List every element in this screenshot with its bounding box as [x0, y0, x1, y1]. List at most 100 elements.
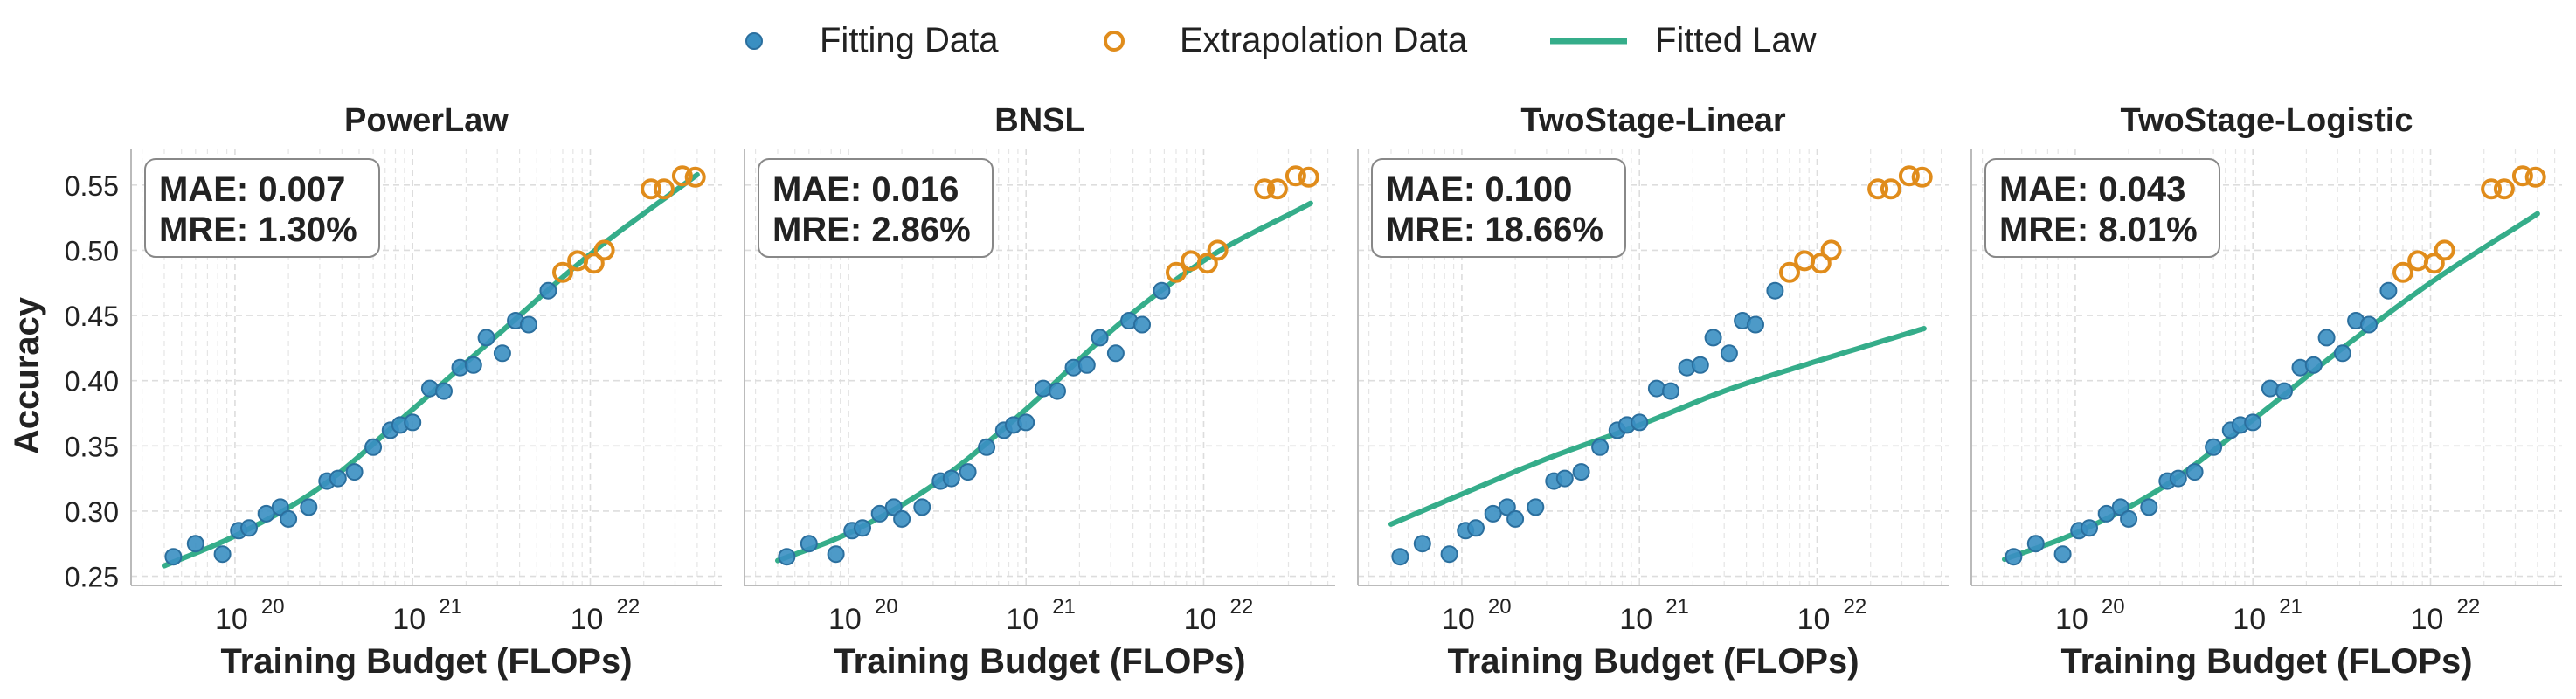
- fitting-point: [1153, 281, 1171, 300]
- fitting-point: [2053, 545, 2072, 564]
- panel-title: TwoStage-Logistic: [2121, 102, 2413, 139]
- x-tick-label: 10: [1797, 603, 1831, 636]
- legend-extrapolation-marker: [1104, 31, 1125, 52]
- x-tick-exponent: 20: [261, 595, 285, 619]
- y-tick-label: 0.55: [65, 170, 119, 202]
- x-tick-exponent: 21: [1665, 595, 1689, 619]
- extrapolation-point: [1867, 178, 1889, 200]
- legend-fitting-marker: [745, 32, 763, 50]
- extrapolation-point: [552, 261, 573, 283]
- fitting-point: [2081, 519, 2098, 537]
- fitting-point: [2185, 463, 2204, 481]
- x-tick-exponent: 22: [1843, 595, 1866, 619]
- fitting-point: [1484, 504, 1502, 523]
- y-tick-label: 0.40: [65, 366, 119, 398]
- extrapolation-point: [641, 178, 662, 200]
- extrapolation-point: [1820, 239, 1842, 261]
- fitting-point: [1662, 382, 1679, 400]
- panel-title: BNSL: [994, 102, 1084, 139]
- x-tick-label: 10: [1006, 603, 1039, 636]
- fitting-point: [420, 379, 439, 398]
- x-tick-exponent: 20: [2102, 595, 2125, 619]
- fitting-point: [404, 413, 422, 432]
- fitting-point: [1506, 509, 1525, 528]
- extrapolation-point: [1298, 166, 1319, 188]
- fitting-point: [1572, 463, 1590, 481]
- x-tick-label: 10: [2055, 603, 2088, 636]
- x-tick-label: 10: [2233, 603, 2266, 636]
- metrics-box: [1371, 158, 1626, 258]
- fitting-point: [1631, 413, 1649, 432]
- extrapolation-point: [1898, 165, 1920, 187]
- panel-1: 10 20 10 21 10 22 0.25 0.30 0.35 0.40 0.45 0.50 0.55…: [65, 102, 722, 681]
- extrapolation-point: [1207, 239, 1229, 261]
- x-tick-exponent: 20: [1488, 595, 1512, 619]
- legend-fitted-label: Fitted Law: [1655, 21, 1817, 59]
- fitting-point: [1555, 469, 1574, 488]
- fitting-point: [1034, 379, 1052, 398]
- fitting-point: [913, 498, 931, 516]
- fitting-point: [539, 281, 557, 300]
- extrapolation-point: [593, 239, 615, 261]
- y-tick-label: 0.30: [65, 496, 119, 528]
- fitting-point: [2120, 509, 2138, 528]
- fitting-point: [942, 469, 960, 488]
- fitting-point: [1720, 344, 1738, 363]
- fitting-point: [893, 509, 911, 528]
- extrapolation-point: [653, 178, 675, 200]
- x-tick-exponent: 22: [616, 595, 640, 619]
- y-tick-label: 0.35: [65, 431, 119, 462]
- fitting-point: [2140, 498, 2158, 516]
- legend-fitting-label: Fitting Data: [820, 21, 999, 59]
- fitting-point: [1413, 535, 1431, 553]
- x-tick-exponent: 20: [875, 595, 898, 619]
- fitting-point: [2333, 344, 2351, 363]
- fitting-point: [2275, 382, 2293, 400]
- fitting-point: [1691, 356, 1709, 374]
- fitting-point: [240, 519, 258, 537]
- fitting-point: [2111, 498, 2129, 516]
- fitting-point: [2097, 504, 2116, 523]
- fitting-point: [477, 329, 495, 347]
- mae-label: MAE: 0.016: [772, 170, 959, 209]
- x-axis-label: Training Budget (FLOPs): [834, 642, 1245, 681]
- fitting-point: [2244, 413, 2262, 432]
- mae-label: MAE: 0.043: [1999, 170, 2185, 209]
- x-tick-exponent: 21: [439, 595, 462, 619]
- extrapolation-point: [2481, 178, 2503, 200]
- metrics-box: [1984, 158, 2220, 258]
- extrapolation-point: [671, 165, 693, 187]
- fitting-point: [1091, 329, 1109, 347]
- fitting-point: [800, 535, 818, 553]
- fitting-point: [1766, 281, 1784, 300]
- extrapolation-point: [1794, 250, 1816, 272]
- x-tick-label: 10: [1442, 603, 1475, 636]
- mae-label: MAE: 0.100: [1386, 170, 1572, 209]
- fitting-point: [213, 545, 232, 564]
- fitting-point: [300, 498, 318, 516]
- fitting-point: [2205, 438, 2223, 456]
- panels: 10 20 10 21 10 22 0.25 0.30 0.35 0.40 0.45 0.50 0.55…: [65, 102, 2562, 681]
- x-tick-exponent: 21: [2279, 595, 2302, 619]
- y-tick-label: 0.50: [65, 235, 119, 266]
- extrapolation-point: [2493, 178, 2515, 200]
- fitting-point: [827, 545, 845, 564]
- fitting-point: [271, 498, 289, 516]
- fitting-point: [1017, 413, 1035, 432]
- fitting-point: [1527, 498, 1545, 516]
- x-tick-exponent: 22: [1229, 595, 1253, 619]
- extrapolation-point: [1779, 261, 1800, 283]
- fitting-point: [1049, 382, 1066, 400]
- mre-label: MRE: 1.30%: [159, 211, 357, 249]
- extrapolation-point: [1911, 166, 1933, 188]
- fitting-point: [2169, 469, 2187, 488]
- x-axis-label: Training Budget (FLOPs): [2060, 642, 2472, 681]
- y-tick-label: 0.25: [65, 562, 119, 593]
- x-tick-label: 10: [1619, 603, 1652, 636]
- fitting-point: [854, 519, 871, 537]
- fitting-point: [870, 504, 889, 523]
- extrapolation-point: [1166, 261, 1187, 283]
